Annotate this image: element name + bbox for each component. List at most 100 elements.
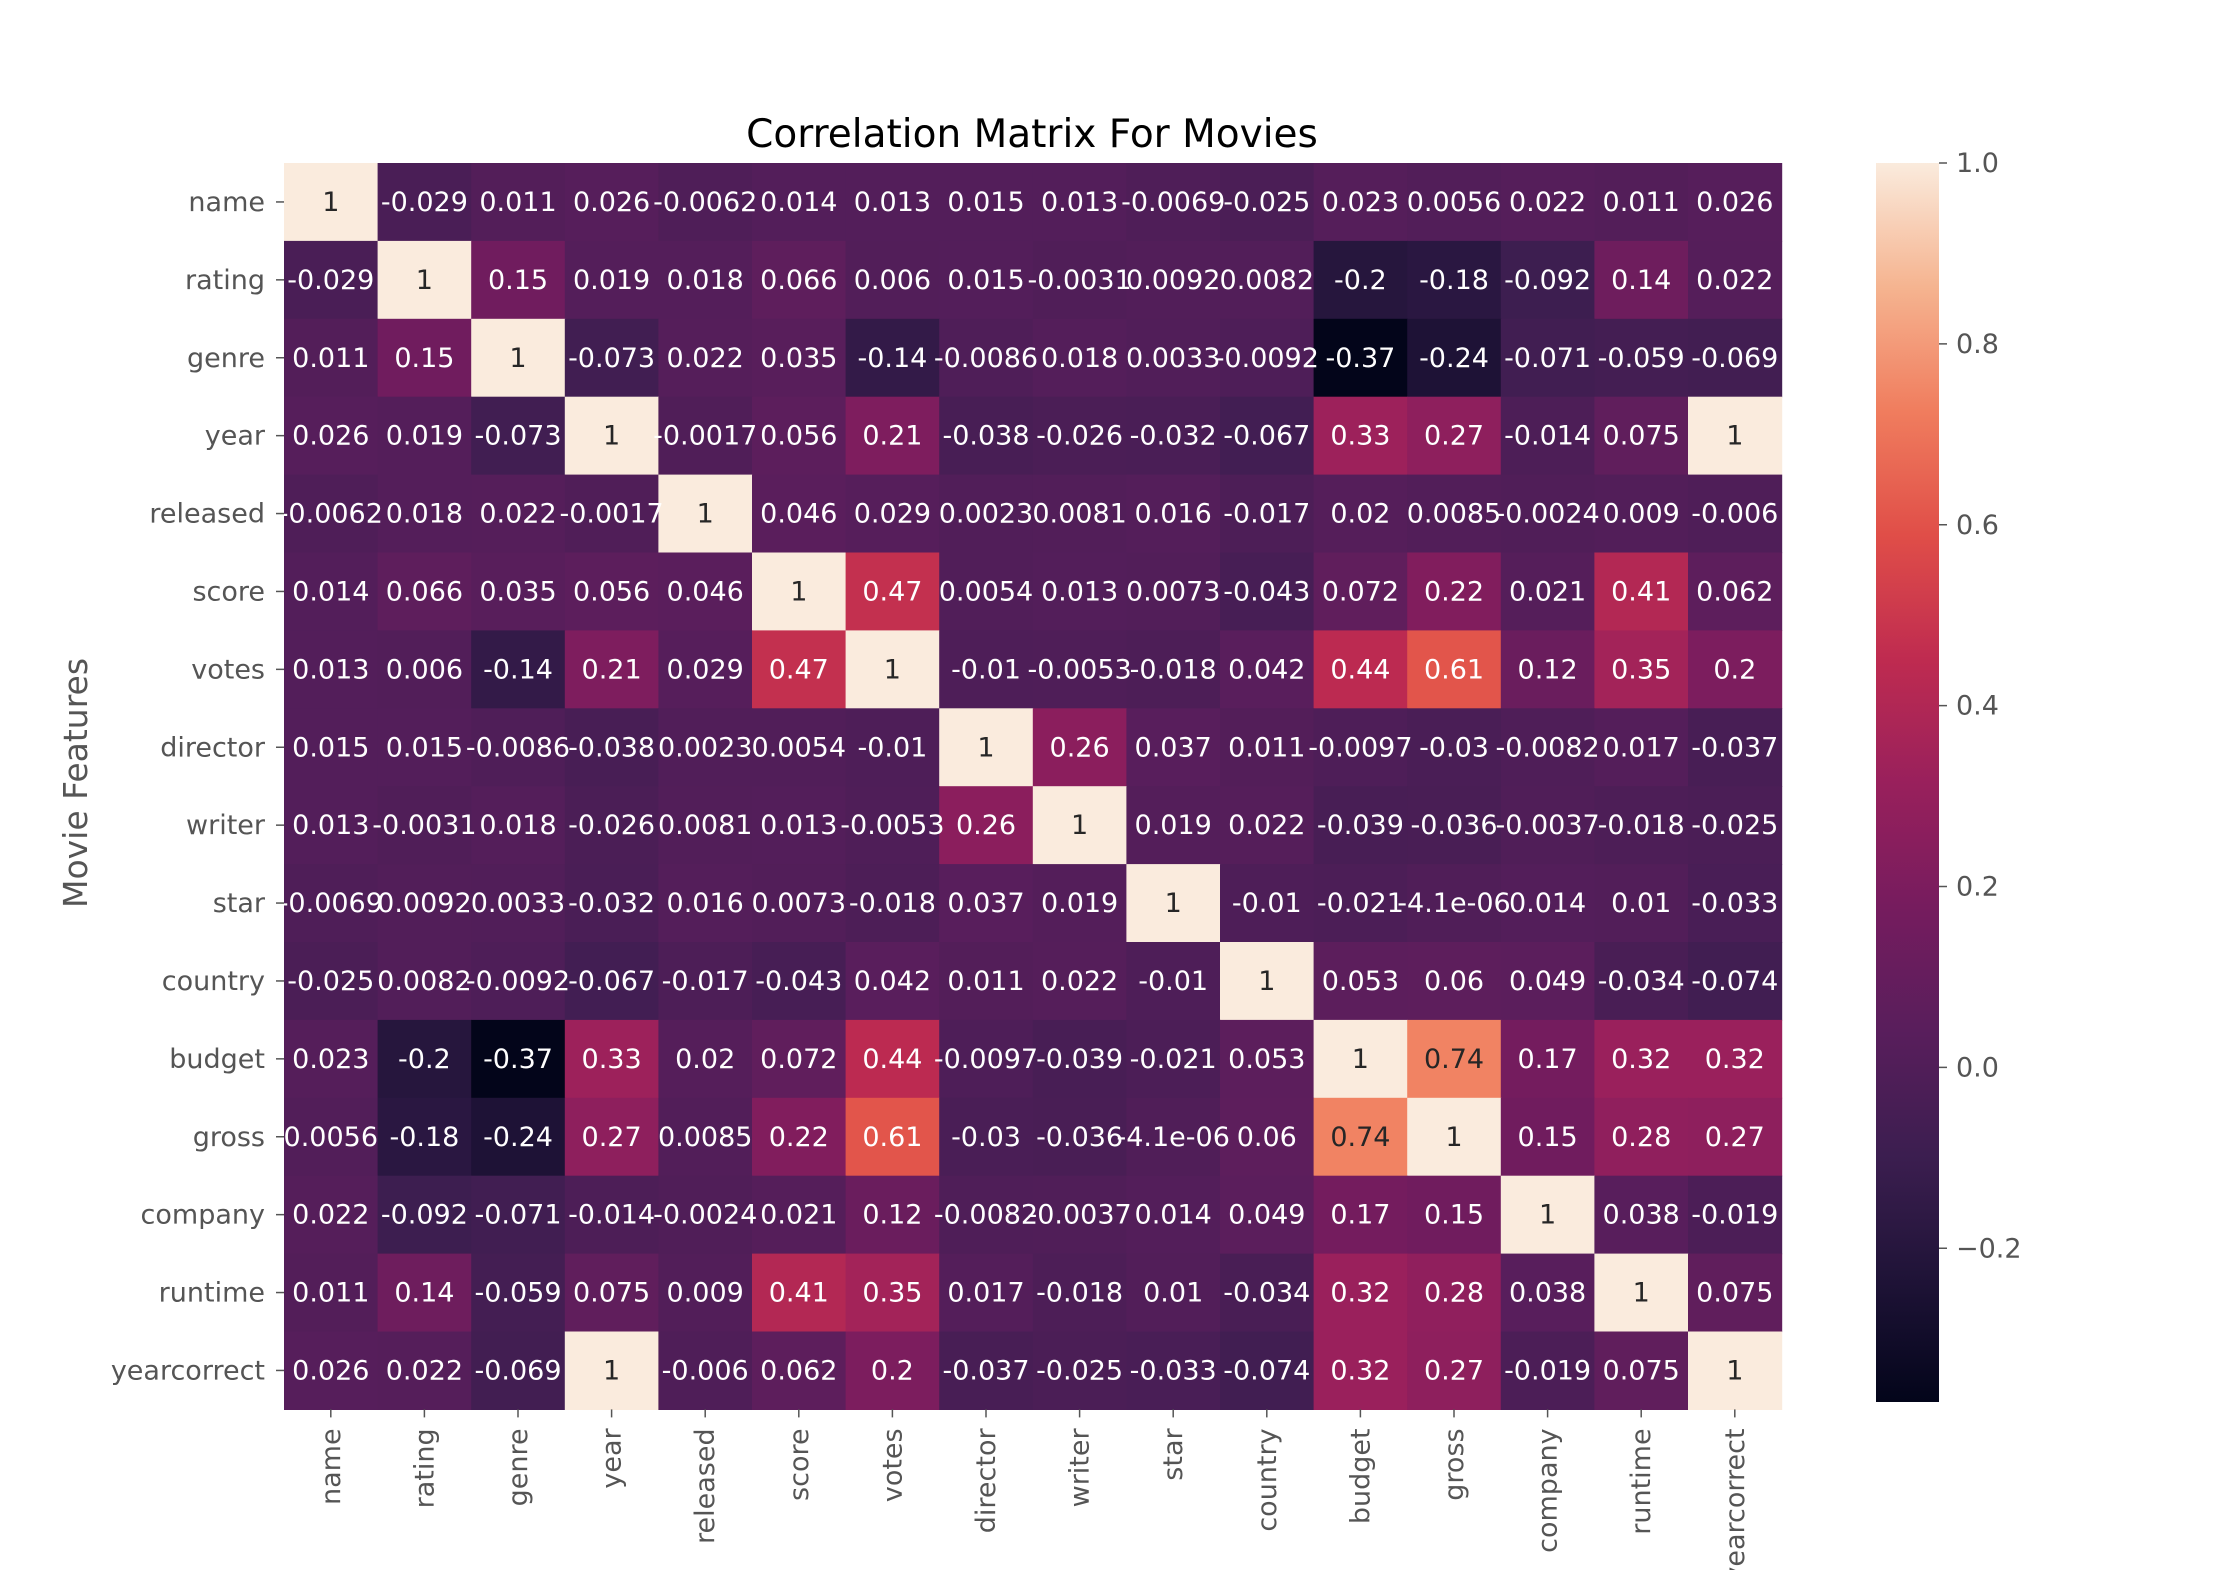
cell-annotation: 0.053: [1228, 1044, 1305, 1075]
heatmap-cell: [284, 786, 379, 865]
heatmap-cell: [1032, 163, 1127, 242]
y-tick-label: budget: [169, 1044, 265, 1075]
cell-annotation: 0.61: [1424, 654, 1484, 685]
cell-annotation: -0.034: [1598, 966, 1685, 997]
cell-annotation: -0.0069: [1121, 187, 1225, 218]
heatmap-cell: [377, 864, 472, 943]
x-tick-label: rating: [409, 1428, 440, 1508]
cell-annotation: -0.014: [568, 1200, 655, 1231]
heatmap-cell: [1688, 1097, 1783, 1177]
heatmap-cell: [564, 474, 659, 554]
cell-annotation: 0.049: [1509, 966, 1586, 997]
x-tick-label: star: [1158, 1428, 1189, 1481]
cell-annotation: 0.018: [479, 810, 556, 841]
heatmap-cell: [1313, 630, 1408, 709]
cell-annotation: -0.0053: [840, 810, 944, 841]
cell-annotation: 0.44: [862, 1044, 922, 1075]
heatmap-cell: [1032, 630, 1127, 709]
heatmap-cell: [658, 1175, 753, 1255]
cell-annotation: 0.022: [1696, 265, 1773, 296]
heatmap-cell: [1032, 240, 1127, 320]
cell-annotation: 0.15: [394, 343, 454, 374]
y-tick-label: star: [213, 888, 266, 919]
heatmap-cell: [1032, 708, 1127, 787]
heatmap-cell: [377, 396, 472, 476]
cell-annotation: 0.0085: [1407, 499, 1501, 530]
heatmap-cell: [1220, 396, 1315, 476]
cell-annotation: 0.15: [1518, 1122, 1578, 1153]
cell-annotation: 0.022: [1228, 810, 1305, 841]
cell-annotation: -0.033: [1691, 888, 1778, 919]
y-tick-label: score: [192, 576, 265, 607]
cell-annotation: 0.037: [947, 888, 1024, 919]
heatmap-cell: [1126, 630, 1221, 709]
heatmap-cell: [845, 786, 940, 865]
heatmap-cell: [1126, 163, 1221, 242]
heatmap-cell: [284, 318, 379, 398]
heatmap-cell: [1313, 942, 1408, 1021]
cell-annotation: 0.021: [760, 1200, 837, 1231]
cell-annotation: 0.009: [667, 1278, 744, 1309]
heatmap-cell: [471, 1253, 566, 1333]
heatmap-cell: [284, 708, 379, 787]
cell-annotation: -0.0017: [559, 499, 663, 530]
cell-annotation: 0.056: [573, 576, 650, 607]
cell-annotation: 0.022: [1041, 966, 1118, 997]
heatmap-cell: [1313, 1175, 1408, 1255]
cell-annotation: 0.22: [769, 1122, 829, 1153]
x-tick-labels: name rating genre year released score votes dir…: [316, 1409, 1751, 1570]
x-tick-label: votes: [877, 1428, 908, 1502]
cell-annotation: 0.0085: [658, 1122, 752, 1153]
cell-annotation: 1: [1726, 421, 1743, 452]
colorbar-tick-label: 0.4: [1956, 691, 1999, 722]
x-tick-label: score: [784, 1428, 815, 1501]
heatmap-cell: [1500, 786, 1595, 865]
x-tick-label: year: [597, 1428, 628, 1489]
cell-annotation: 0.0054: [752, 732, 846, 763]
heatmap-cell: [939, 630, 1034, 709]
heatmap-cell: [658, 1019, 753, 1099]
heatmap-cell: [564, 1331, 659, 1410]
cell-annotation: 0.022: [1509, 187, 1586, 218]
heatmap-cell: [1126, 1175, 1221, 1255]
heatmap-cell: [752, 1097, 847, 1177]
cell-annotation: 0.32: [1330, 1355, 1390, 1386]
cell-annotation: 0.016: [1135, 499, 1212, 530]
heatmap-cell: [377, 474, 472, 554]
heatmap-cell: [564, 318, 659, 398]
heatmap-cell: [471, 864, 566, 943]
cell-annotation: -0.059: [1598, 343, 1685, 374]
heatmap-cell: [1407, 318, 1502, 398]
heatmap-cell: [1220, 1331, 1315, 1410]
heatmap-cell: [284, 1331, 379, 1410]
heatmap-cell: [1594, 1019, 1689, 1099]
colorbar-tick-label: −0.2: [1956, 1233, 2022, 1264]
colorbar-tick-label: 0.2: [1956, 872, 1999, 903]
heatmap-cell: [1032, 474, 1127, 554]
cell-annotation: 0.072: [1322, 576, 1399, 607]
heatmap-cell: [1688, 1175, 1783, 1255]
cell-annotation: -0.0031: [372, 810, 476, 841]
y-tick-label: genre: [187, 343, 265, 374]
heatmap-cell: [752, 708, 847, 787]
cell-annotation: 0.019: [1135, 810, 1212, 841]
cell-annotation: 0.32: [1705, 1044, 1765, 1075]
cell-annotation: 0.21: [862, 421, 922, 452]
heatmap-cell: [284, 942, 379, 1021]
heatmap-cell: [752, 163, 847, 242]
y-tick-label: yearcorrect: [111, 1355, 265, 1386]
heatmap-cell: [471, 630, 566, 709]
cell-annotation: -0.006: [1691, 499, 1778, 530]
heatmap-cell: [564, 396, 659, 476]
heatmap-cell: [752, 318, 847, 398]
heatmap-cell: [471, 318, 566, 398]
heatmap-cell: [1688, 942, 1783, 1021]
heatmap-cell: [284, 864, 379, 943]
heatmap-cell: [564, 552, 659, 631]
cell-annotation: -0.074: [1691, 966, 1778, 997]
colorbar-tick-label: 0.6: [1956, 510, 1999, 541]
cell-annotation: 0.026: [1696, 187, 1773, 218]
heatmap-cell: [1407, 396, 1502, 476]
heatmap-cell: [1220, 630, 1315, 709]
cell-annotation: 0.35: [1611, 654, 1671, 685]
